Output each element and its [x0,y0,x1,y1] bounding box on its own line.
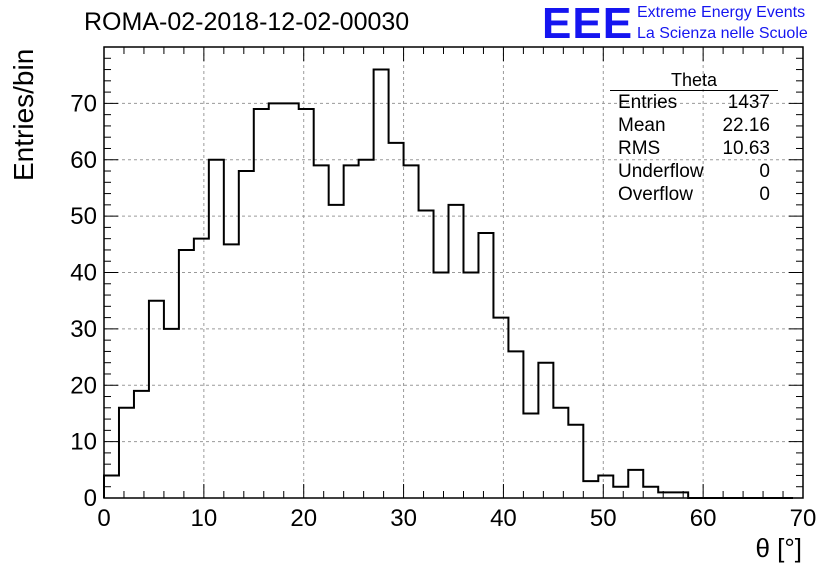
y-tick-label: 40 [70,260,97,287]
x-tick-label: 70 [790,505,817,532]
stats-label: Entries [618,92,678,113]
axis-ticks [103,46,804,499]
y-tick-label: 0 [84,485,97,512]
x-tick-label: 30 [390,505,417,532]
x-tick-label: 50 [590,505,617,532]
y-tick-label: 60 [70,147,97,174]
x-tick-label: 40 [490,505,517,532]
stats-label: RMS [618,138,661,159]
stats-row-mean: Mean 22.16 [610,114,778,137]
stats-title: Theta [610,70,778,91]
histogram-outline [103,68,794,499]
x-tick-label: 10 [191,505,218,532]
y-axis-label: Entries/bin [8,48,39,181]
y-tick-label: 30 [70,316,97,343]
stats-box: Theta Entries 1437 Mean 22.16 RMS 10.63 … [610,70,778,206]
y-tick-label: 50 [70,203,97,230]
x-axis-label: θ [°] [755,533,802,563]
stats-value: 10.63 [722,138,770,159]
y-tick-label: 20 [70,372,97,399]
tick-labels: 0 10 20 30 40 50 60 70 0 10 20 30 40 50 60 70 [70,90,816,532]
brand-line-2: La Scienza nelle Scuole [637,25,808,42]
stats-row-underflow: Underflow 0 [610,160,778,183]
stats-row-rms: RMS 10.63 [610,137,778,160]
stats-label: Underflow [618,161,704,182]
stats-label: Overflow [618,184,693,205]
stats-value: 0 [759,161,770,182]
brand-line-1: Extreme Energy Events [637,4,806,21]
eee-logo: EEE [542,0,634,48]
stats-row-overflow: Overflow 0 [610,183,778,206]
chart-title: ROMA-02-2018-12-02-00030 [84,8,410,36]
y-tick-label: 10 [70,429,97,456]
x-tick-label: 0 [97,505,110,532]
stats-value: 1437 [727,92,770,113]
eee-brand: EEE Extreme Energy Events La Scienza nel… [542,2,836,46]
stats-label: Mean [618,115,666,136]
y-tick-label: 70 [70,90,97,117]
x-tick-label: 20 [290,505,317,532]
stats-value: 0 [759,184,770,205]
x-tick-label: 60 [690,505,717,532]
stats-value: 22.16 [722,115,770,136]
stats-row-entries: Entries 1437 [610,91,778,114]
